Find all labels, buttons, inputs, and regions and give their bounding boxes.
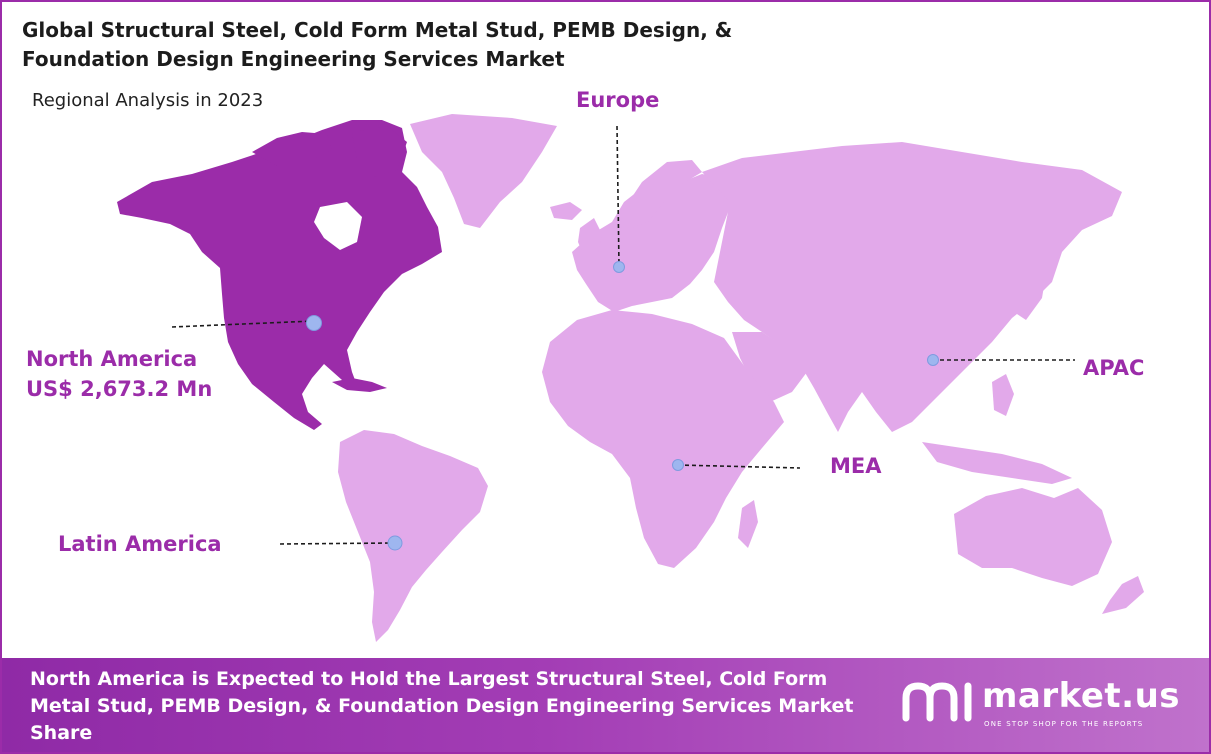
hudson-bay-water	[314, 202, 362, 250]
iceland-landmass	[550, 202, 582, 220]
north-america-connector	[171, 320, 315, 328]
europe-marker	[613, 261, 625, 273]
mea-marker	[672, 459, 684, 471]
apac-marker	[927, 354, 939, 366]
page-title: Global Structural Steel, Cold Form Metal…	[22, 18, 733, 71]
asia-landmass	[702, 142, 1122, 432]
north-america-label: North America	[26, 347, 198, 371]
footer-banner: North America is Expected to Hold the La…	[2, 658, 1209, 752]
greenland-landmass	[410, 114, 557, 228]
brand-tagline: ONE STOP SHOP FOR THE REPORTS	[984, 720, 1144, 728]
arctic-islands-landmass	[252, 132, 332, 166]
scandinavia-landmass	[622, 160, 702, 228]
brand-name: market.us	[982, 676, 1181, 716]
latin-america-marker	[387, 535, 403, 551]
south-america-landmass	[338, 430, 488, 642]
north-america-value: US$ 2,673.2 Mn	[26, 377, 213, 401]
page-subtitle: Regional Analysis in 2023	[32, 90, 264, 111]
arabia-landmass	[732, 332, 807, 402]
market-us-logo-icon	[902, 682, 972, 722]
australia-landmass	[954, 488, 1112, 586]
uk-landmass	[578, 218, 602, 256]
north-america-landmass	[117, 120, 442, 430]
europe-connector	[616, 125, 620, 267]
latin-america-label: Latin America	[58, 532, 222, 556]
philippines-landmass	[992, 374, 1014, 416]
footer-statement: North America is Expected to Hold the La…	[30, 668, 854, 744]
mea-label: MEA	[830, 454, 882, 478]
latin-america-connector	[279, 542, 395, 545]
apac-label: APAC	[1083, 356, 1145, 380]
indonesia-landmass	[922, 442, 1072, 484]
europe-landmass	[572, 174, 732, 312]
baffin-island-landmass	[352, 126, 407, 177]
africa-landmass	[542, 310, 784, 568]
mea-connector	[677, 464, 801, 469]
madagascar-landmass	[738, 500, 758, 548]
europe-label: Europe	[576, 88, 660, 112]
caribbean-islands-landmass	[332, 378, 387, 392]
new-zealand-landmass	[1102, 576, 1144, 614]
japan-landmass	[1014, 264, 1046, 320]
north-america-marker	[306, 315, 322, 331]
brand-logo: market.us ONE STOP SHOP FOR THE REPORTS	[900, 676, 1190, 736]
